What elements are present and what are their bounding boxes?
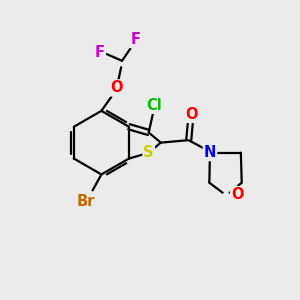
Text: O: O — [110, 80, 123, 95]
Text: F: F — [95, 45, 105, 60]
Text: O: O — [231, 187, 244, 202]
Text: Cl: Cl — [146, 98, 162, 113]
Text: F: F — [130, 32, 140, 47]
Text: O: O — [185, 107, 197, 122]
Text: S: S — [143, 145, 154, 160]
Text: Br: Br — [77, 194, 95, 209]
Text: N: N — [204, 145, 216, 160]
